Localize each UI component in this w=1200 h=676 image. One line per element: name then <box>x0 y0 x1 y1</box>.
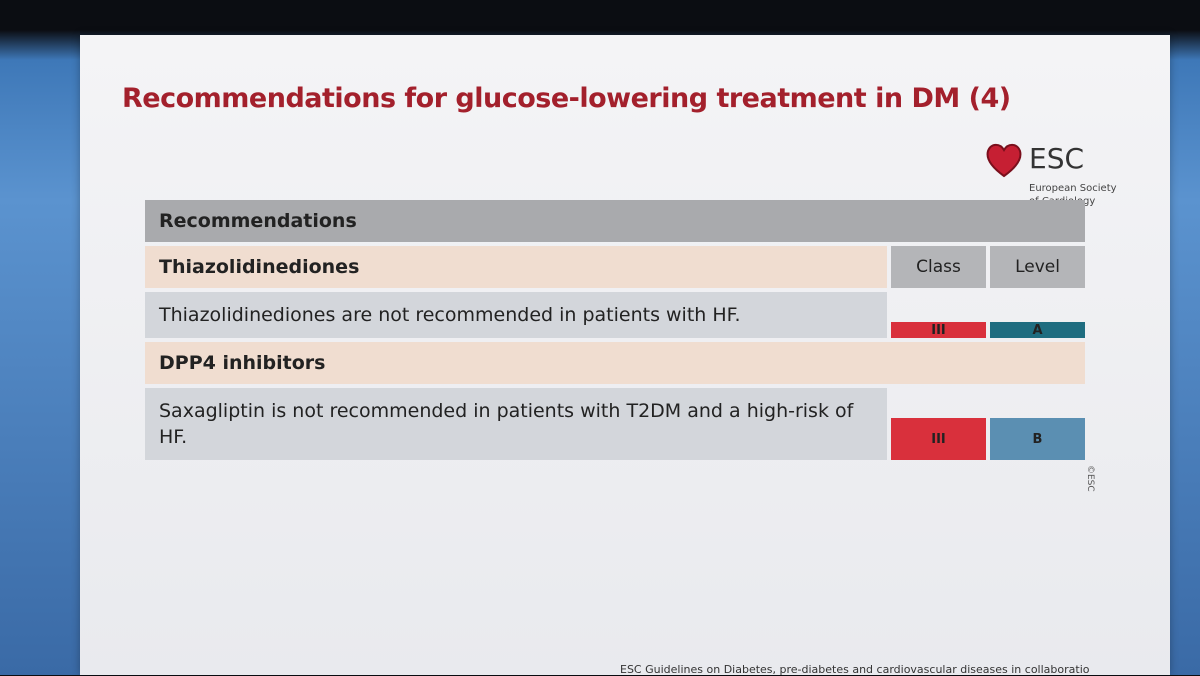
slide-title: Recommendations for glucose-lowering tre… <box>122 83 1011 114</box>
level-cell: B <box>990 418 1085 460</box>
section-heading: Thiazolidinediones <box>145 246 887 288</box>
logo-subtitle-line: European Society <box>1029 183 1117 194</box>
slide: Recommendations for glucose-lowering tre… <box>80 35 1170 676</box>
recommendation-text: Saxagliptin is not recommended in patien… <box>145 388 887 460</box>
recommendation-text: Thiazolidinediones are not recommended i… <box>145 292 887 338</box>
copyright: ©ESC <box>1085 465 1095 492</box>
logo-heart <box>986 143 1022 178</box>
column-header: Level <box>990 246 1085 288</box>
level-cell: A <box>990 322 1085 338</box>
footer: ESC Guidelines on Diabetes, pre-diabetes… <box>620 663 1090 676</box>
table-header: Recommendations <box>145 200 1085 242</box>
section-heading: DPP4 inhibitors <box>145 342 1085 384</box>
class-cell: III <box>891 322 986 338</box>
class-cell: III <box>891 418 986 460</box>
column-header: Class <box>891 246 986 288</box>
recommendation-table: Recommendations Thiazolidinediones Class Le… <box>145 200 1085 460</box>
logo-name: ESC <box>1029 142 1085 175</box>
